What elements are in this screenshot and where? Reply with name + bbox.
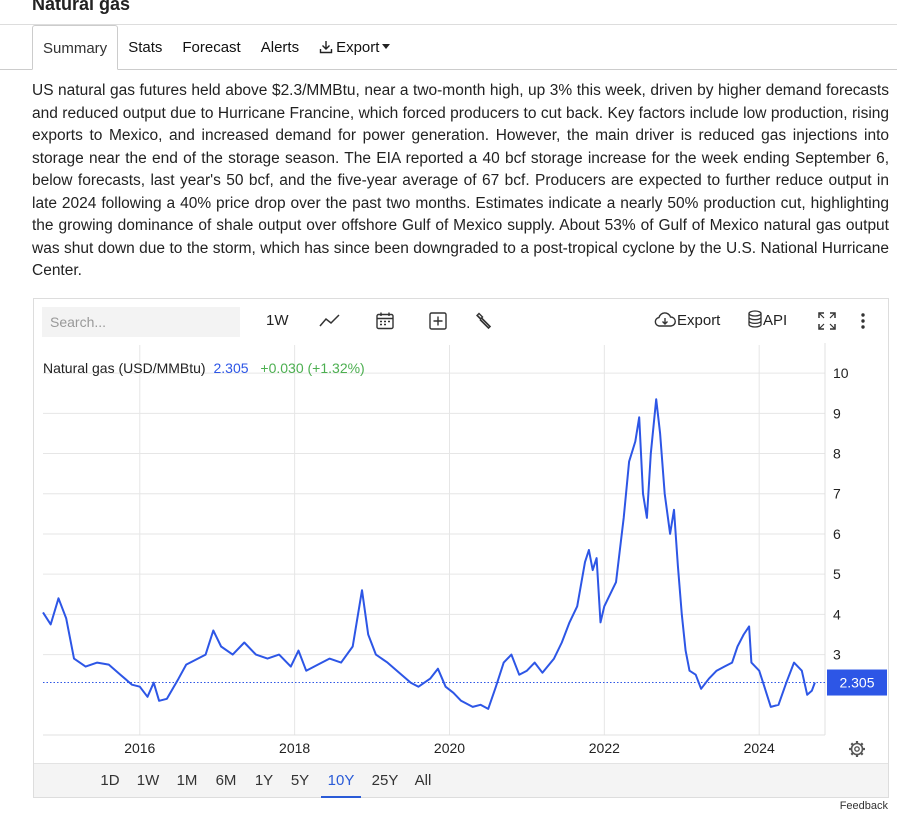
- series-line: [42, 398, 816, 710]
- chart-toolbar: 1W Export API: [34, 299, 888, 343]
- more-vertical-icon[interactable]: [850, 308, 876, 334]
- x-tick-label: 2022: [589, 740, 620, 756]
- export-label: Export: [677, 312, 721, 329]
- y-tick-label: 10: [833, 365, 849, 381]
- range-1w-button[interactable]: 1W: [136, 772, 160, 789]
- x-tick-label: 2024: [744, 740, 775, 756]
- tabs-divider: [0, 69, 897, 70]
- y-tick-label: 4: [833, 606, 841, 622]
- range-25y-button[interactable]: 25Y: [371, 772, 399, 789]
- chart-legend: Natural gas (USD/MMBtu) 2.305 +0.030 (+1…: [43, 360, 365, 376]
- interval-button[interactable]: 1W: [266, 312, 289, 329]
- wrench-icon[interactable]: [471, 308, 497, 334]
- export-tab-label: Export: [336, 39, 380, 56]
- legend-series-name: Natural gas (USD/MMBtu): [43, 360, 206, 376]
- tab-stats[interactable]: Stats: [128, 39, 163, 56]
- tab-summary[interactable]: Summary: [32, 25, 119, 70]
- x-tick-label: 2020: [434, 740, 465, 756]
- y-tick-label: 6: [833, 526, 841, 542]
- range-1y-button[interactable]: 1Y: [254, 772, 274, 789]
- export-button[interactable]: Export: [653, 307, 720, 335]
- api-label: API: [763, 312, 788, 329]
- database-icon: [748, 310, 762, 328]
- range-1d-button[interactable]: 1D: [100, 772, 120, 789]
- x-tick-label: 2018: [279, 740, 310, 756]
- tab-forecast[interactable]: Forecast: [182, 39, 241, 56]
- y-tick-label: 8: [833, 446, 841, 462]
- api-button[interactable]: API: [747, 307, 787, 335]
- y-tick-label: 9: [833, 405, 841, 421]
- fullscreen-icon[interactable]: [814, 308, 840, 334]
- settings-gear-icon[interactable]: [849, 741, 865, 757]
- legend-change: +0.030 (+1.32%): [260, 360, 364, 376]
- range-1m-button[interactable]: 1M: [176, 772, 198, 789]
- legend-last-value: 2.305: [213, 360, 248, 376]
- cloud-download-icon: [654, 312, 676, 327]
- add-box-icon[interactable]: [425, 308, 451, 334]
- tab-alerts[interactable]: Alerts: [260, 39, 300, 56]
- range-6m-button[interactable]: 6M: [215, 772, 237, 789]
- range-5y-button[interactable]: 5Y: [290, 772, 310, 789]
- range-selector: 1D 1W 1M 6M 1Y 5Y 10Y 25Y All: [34, 763, 888, 798]
- tab-bar: Summary Stats Forecast Alerts Export: [32, 25, 400, 70]
- page-title: Natural gas: [32, 0, 131, 14]
- tab-export[interactable]: Export: [309, 25, 400, 70]
- feedback-link[interactable]: Feedback: [839, 800, 888, 812]
- calendar-icon[interactable]: [372, 308, 398, 334]
- range-all-button[interactable]: All: [414, 772, 432, 789]
- chart-widget: 1W Export API: [33, 298, 889, 798]
- last-value-label: 2.305: [839, 675, 874, 691]
- download-icon: [319, 41, 333, 54]
- price-chart[interactable]: Natural gas (USD/MMBtu) 2.305 +0.030 (+1…: [34, 343, 888, 763]
- y-tick-label: 7: [833, 486, 841, 502]
- range-10y-button[interactable]: 10Y: [321, 764, 361, 798]
- caret-down-icon: [382, 44, 391, 49]
- title-divider: [0, 24, 897, 25]
- y-tick-label: 3: [833, 647, 841, 663]
- line-chart-icon[interactable]: [317, 308, 343, 334]
- market-summary: US natural gas futures held above $2.3/M…: [32, 82, 889, 279]
- last-value-badge: [827, 669, 887, 696]
- y-tick-label: 5: [833, 566, 841, 582]
- search-input[interactable]: [42, 307, 240, 337]
- x-tick-label: 2016: [124, 740, 155, 756]
